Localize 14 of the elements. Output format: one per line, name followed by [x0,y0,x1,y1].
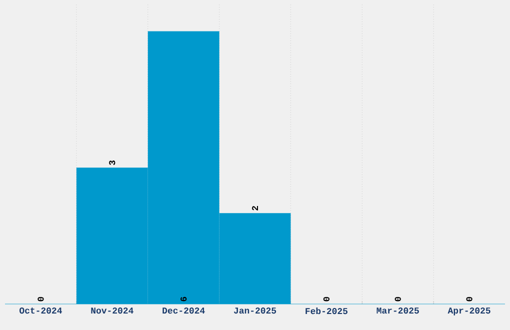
data-label: 2 [252,206,258,210]
x-tick-label: Apr-2025 [448,308,490,316]
x-tick-label: Mar-2025 [376,308,419,314]
x-tick-label: Feb-2025 [306,308,348,314]
x-tick-label: Jan-2025 [234,308,276,314]
x-tick-label: Dec-2024 [162,308,205,314]
data-label: 6 [180,296,187,302]
data-label: 0 [323,296,330,302]
data-label: 0 [394,296,401,302]
x-tick-label: Oct-2024 [20,308,62,314]
x-tick-label: Nov-2024 [91,308,134,314]
data-label: 3 [109,160,116,166]
data-label: 0 [38,296,44,302]
data-label: 0 [466,296,472,302]
